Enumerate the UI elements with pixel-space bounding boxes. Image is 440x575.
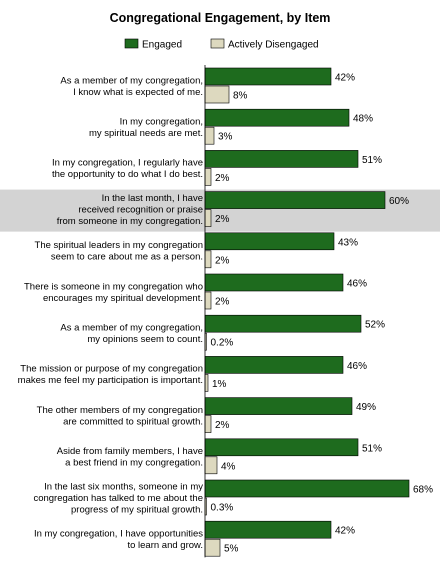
value-label-disengaged-1: 8% [233, 91, 248, 102]
value-label-disengaged-5: 2% [215, 255, 230, 266]
value-label-disengaged-9: 2% [215, 420, 230, 431]
category-label-10-line-1: Aside from family members, I have [57, 446, 203, 457]
value-label-engaged-3: 51% [362, 155, 382, 166]
value-label-engaged-4: 60% [389, 196, 409, 207]
bar-disengaged-5 [204, 250, 212, 269]
bar-disengaged-1 [204, 85, 230, 104]
category-label-9-line-1: The other members of my congregation [37, 405, 203, 416]
category-label-2-line-1: In my congregation, [120, 117, 203, 128]
bar-engaged-4 [204, 191, 386, 209]
bar-disengaged-12 [204, 538, 221, 557]
legend-swatch-engaged [124, 38, 139, 49]
value-label-disengaged-10: 4% [221, 461, 236, 472]
bar-disengaged-3 [204, 168, 212, 186]
value-label-engaged-7: 52% [365, 320, 385, 331]
bar-disengaged-2 [204, 126, 215, 145]
value-label-disengaged-2: 3% [218, 132, 233, 143]
bar-engaged-12 [204, 520, 332, 539]
category-label-11-line-3: progress of my spiritual growth. [71, 505, 203, 516]
category-label-6-line-2: encourages my spiritual development. [43, 293, 203, 304]
legend-label-disengaged: Actively Disengaged [228, 40, 319, 51]
bar-disengaged-6 [204, 291, 212, 310]
value-label-engaged-8: 46% [347, 361, 367, 372]
category-label-7-line-2: my opinions seem to count. [87, 334, 203, 345]
category-label-7-line-1: As a member of my congregation, [60, 323, 203, 334]
category-label-2-line-2: my spiritual needs are met. [89, 128, 203, 139]
value-label-disengaged-4: 2% [215, 214, 230, 225]
bar-engaged-1 [204, 67, 332, 86]
category-label-12-line-1: In my congregation, I have opportunities [34, 529, 203, 540]
category-label-4-line-3: from someone in my congregation. [57, 216, 203, 227]
value-label-disengaged-3: 2% [215, 173, 230, 184]
bar-engaged-5 [204, 232, 335, 251]
category-label-5-line-2: seem to care about me as a person. [51, 252, 203, 263]
category-label-5-line-1: The spiritual leaders in my congregation [35, 240, 203, 251]
category-label-11-line-1: In the last six months, someone in my [44, 482, 203, 493]
bar-engaged-9 [204, 397, 353, 415]
value-label-engaged-6: 46% [347, 279, 367, 290]
bar-engaged-7 [204, 314, 362, 333]
bar-engaged-10 [204, 438, 359, 457]
value-label-engaged-10: 51% [362, 443, 382, 454]
value-label-disengaged-8: 1% [212, 379, 227, 390]
bar-engaged-11 [204, 479, 410, 498]
category-label-8-line-2: makes me feel my participation is import… [18, 375, 203, 386]
value-label-engaged-9: 49% [356, 402, 376, 413]
category-label-10-line-2: a best friend in my congregation. [65, 458, 203, 469]
category-label-4-line-2: received recognition or praise [78, 205, 203, 216]
bar-engaged-3 [204, 150, 359, 168]
value-label-disengaged-12: 5% [224, 544, 239, 555]
bar-disengaged-10 [204, 456, 218, 475]
value-label-engaged-2: 48% [353, 114, 373, 125]
chart-marks: As a member of my congregation,I know wh… [18, 65, 433, 558]
legend-swatch-disengaged [210, 38, 225, 49]
value-label-disengaged-11: 0.3% [211, 503, 234, 514]
bar-disengaged-4 [204, 209, 212, 227]
legend: Engaged Actively Disengaged [124, 38, 319, 51]
category-label-6-line-1: There is someone in my congregation who [24, 281, 203, 292]
category-label-12-line-2: to learn and grow. [127, 540, 203, 551]
bar-engaged-8 [204, 356, 344, 374]
category-label-8-line-1: The mission or purpose of my congregatio… [20, 364, 203, 375]
category-label-1-line-1: As a member of my congregation, [60, 75, 203, 86]
value-label-engaged-12: 42% [335, 526, 355, 537]
bar-engaged-6 [204, 273, 344, 292]
value-label-engaged-5: 43% [338, 237, 358, 248]
bar-disengaged-8 [204, 374, 209, 392]
category-label-9-line-2: are committed to spiritual growth. [63, 416, 203, 427]
bar-disengaged-9 [204, 415, 212, 433]
chart-title: Congregational Engagement, by Item [110, 11, 331, 25]
legend-label-engaged: Engaged [142, 40, 182, 51]
value-label-engaged-11: 68% [413, 485, 433, 496]
category-label-1-line-2: I know what is expected of me. [73, 87, 203, 98]
category-label-3-line-1: In my congregation, I regularly have [52, 158, 203, 169]
category-label-3-line-2: the opportunity to do what I do best. [52, 169, 203, 180]
value-label-disengaged-7: 0.2% [211, 338, 234, 349]
category-label-4-line-1: In the last month, I have [102, 193, 203, 204]
bar-engaged-2 [204, 108, 350, 127]
value-label-disengaged-6: 2% [215, 297, 230, 308]
value-label-engaged-1: 42% [335, 73, 355, 84]
category-label-11-line-2: congregation has talked to me about the [33, 493, 203, 504]
